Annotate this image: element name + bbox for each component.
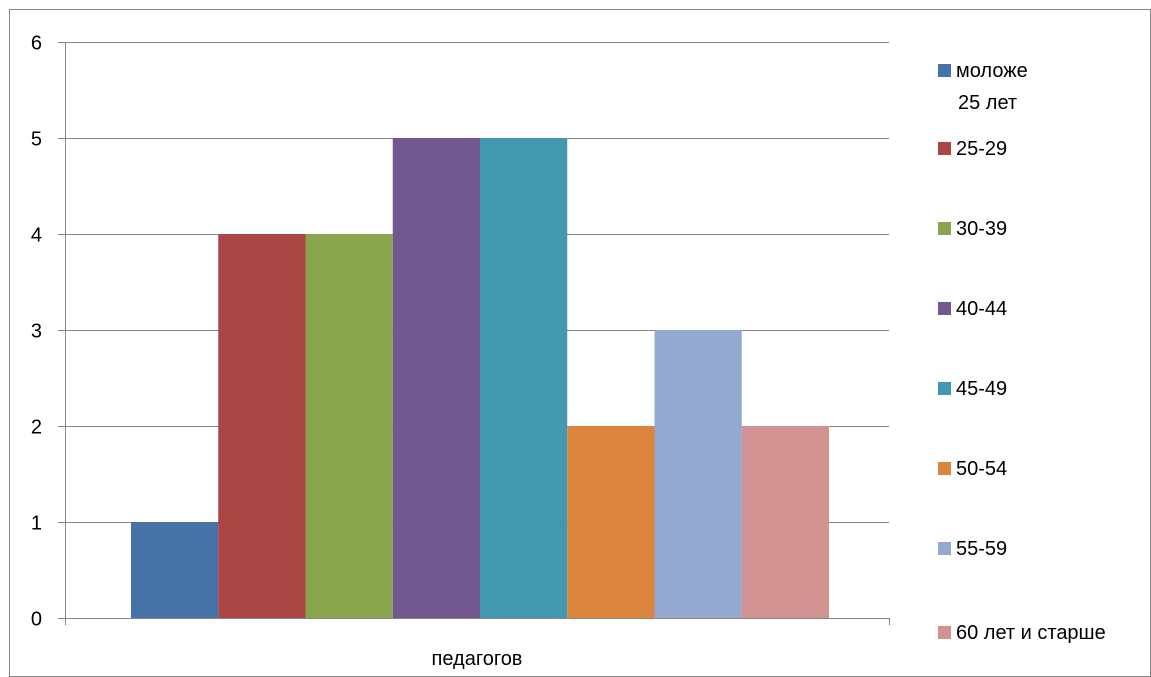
bar [305,234,393,618]
legend-label: 30-39 [956,218,1007,240]
y-tick-label: 3 [31,321,42,343]
y-tick-label: 1 [31,513,42,535]
legend-label: моложе 25 лет [956,60,1028,114]
legend: моложе 25 лет 25-29 30-39 40-44 45-49 50-54 55-… [938,60,1106,644]
legend-label: 60 лет и старше [956,622,1106,644]
legend-swatch [938,64,951,77]
bar [654,330,742,618]
legend-label: 50-54 [956,458,1007,480]
legend-swatch [938,542,951,555]
bar [392,138,480,618]
legend-label: 40-44 [956,298,1007,320]
y-tick-label: 2 [31,417,42,439]
bar [567,426,655,618]
legend-label: 25-29 [956,138,1007,160]
y-tick-label: 6 [31,33,42,55]
bar [218,234,306,618]
bar [131,522,219,618]
legend-swatch [938,302,951,315]
y-tick-label: 0 [31,609,42,631]
legend-swatch [938,462,951,475]
axes: 0 1 2 3 4 5 6 педагогов [31,33,890,670]
legend-swatch [938,142,951,155]
legend-swatch [938,382,951,395]
legend-swatch [938,626,951,639]
legend-label: 45-49 [956,378,1007,400]
x-tick-label: педагогов [432,648,523,670]
y-tick-label: 5 [31,129,42,151]
y-tick-label: 4 [31,225,42,247]
bar [741,426,829,618]
bar [480,138,568,618]
bars [131,138,829,618]
legend-label: 55-59 [956,538,1007,560]
legend-swatch [938,222,951,235]
